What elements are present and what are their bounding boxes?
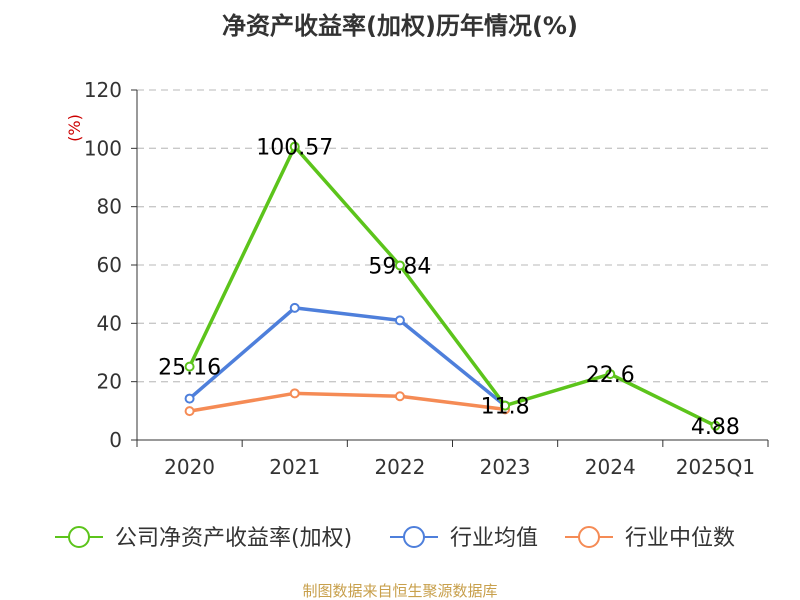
- series-line: [188, 144, 717, 428]
- data-point: [184, 406, 195, 417]
- gridlines: [137, 89, 768, 383]
- legend: 公司净资产收益率(加权) 行业均值 行业中位数: [55, 526, 735, 551]
- y-tick-label: 120: [84, 78, 122, 102]
- legend-marker: [403, 526, 425, 548]
- data-point: [710, 420, 721, 431]
- data-point: [605, 369, 616, 380]
- x-tick-label: 2024: [585, 455, 636, 479]
- data-label: 22.6: [586, 363, 635, 388]
- x-tick-label: 2023: [480, 455, 531, 479]
- x-tick-label: 2020: [164, 455, 215, 479]
- series-line: [189, 391, 506, 413]
- data-label: 100.57: [256, 136, 333, 161]
- chart-title: 净资产收益率(加权)历年情况(%): [222, 12, 578, 40]
- data-point: [394, 260, 405, 271]
- series-line: [188, 306, 507, 407]
- y-tick-labels: 0 20 40 60 80 100 120: [84, 78, 122, 452]
- data-label: 59.84: [368, 254, 431, 279]
- y-tick-label: 0: [109, 428, 122, 452]
- legend-label: 公司净资产收益率(加权): [115, 526, 352, 551]
- y-tick-label: 20: [97, 370, 122, 394]
- data-point: [394, 315, 405, 326]
- x-tick-label: 2021: [269, 455, 320, 479]
- axes: [131, 89, 769, 447]
- y-tick-label: 80: [97, 195, 122, 219]
- data-label: 4.88: [691, 415, 740, 440]
- data-point: [394, 391, 405, 402]
- data-point: [500, 400, 511, 411]
- y-tick-label: 40: [97, 311, 122, 335]
- y-tick-label: 60: [97, 253, 122, 277]
- legend-marker: [578, 526, 600, 548]
- series-group: [184, 141, 721, 431]
- data-point: [184, 393, 195, 404]
- x-tick-labels: 2020 2021 2022 2023 2024 2025Q1: [164, 455, 755, 479]
- data-point: [289, 141, 300, 152]
- data-label: 25.16: [158, 356, 221, 381]
- data-point: [289, 302, 300, 313]
- data-point: [289, 388, 300, 399]
- y-tick-label: 100: [84, 136, 122, 160]
- source-note: 制图数据来自恒生聚源数据库: [302, 582, 497, 600]
- y-axis-unit: (%): [65, 114, 84, 142]
- x-tick-label: 2025Q1: [676, 455, 755, 479]
- data-labels: 25.16 100.57 59.84 11.8 22.6 4.88: [158, 136, 740, 440]
- legend-label: 行业中位数: [625, 526, 735, 551]
- legend-label: 行业均值: [450, 526, 538, 551]
- data-label: 11.8: [481, 395, 530, 420]
- data-point: [184, 361, 195, 372]
- x-tick-label: 2022: [374, 455, 425, 479]
- legend-marker: [68, 526, 90, 548]
